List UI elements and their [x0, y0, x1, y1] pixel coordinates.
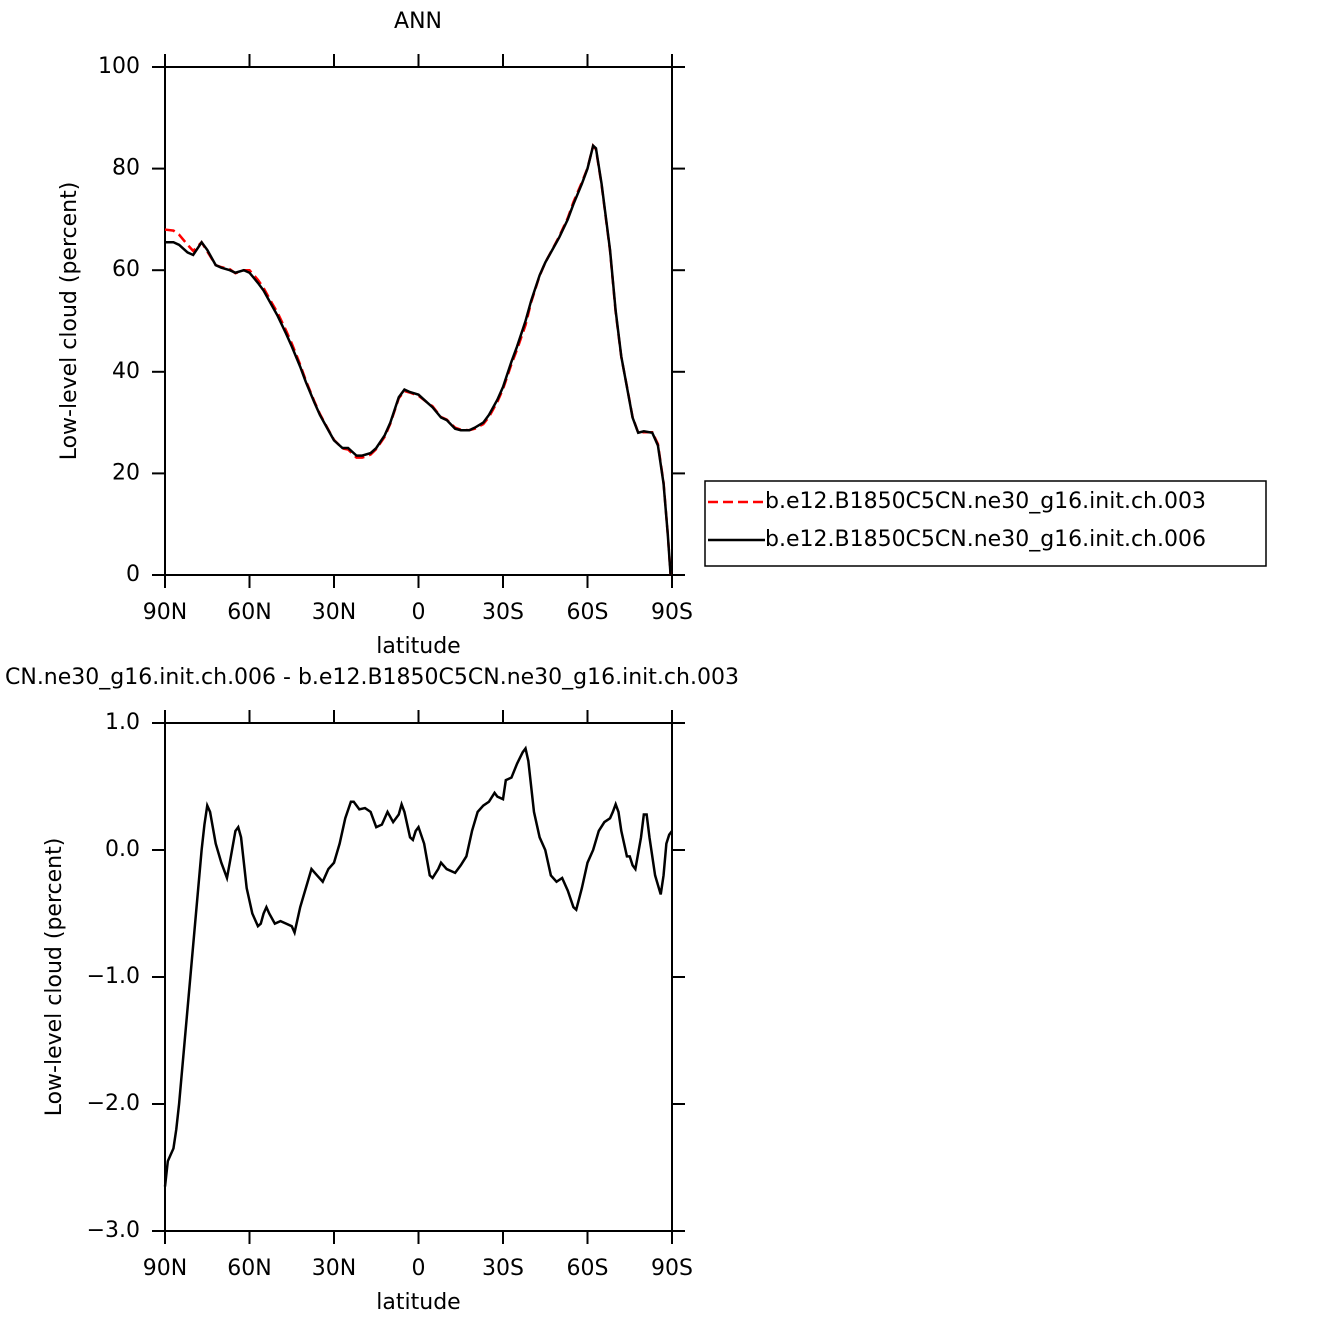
x-tick-label: 30N — [312, 600, 356, 625]
legend-box — [704, 480, 1267, 567]
y-tick-label: 0.0 — [105, 837, 140, 862]
y-axis-label: Low-level cloud (percent) — [57, 182, 82, 461]
y-tick-label: 60 — [112, 257, 140, 282]
y-axis-label: Low-level cloud (percent) — [42, 838, 67, 1117]
y-tick-label: −2.0 — [87, 1091, 140, 1116]
x-tick-label: 60N — [227, 600, 271, 625]
data-line — [163, 745, 674, 1187]
x-tick-label: 90S — [651, 1256, 693, 1281]
data-line — [165, 143, 672, 576]
x-tick-label: 30S — [482, 1256, 524, 1281]
plot-frame — [164, 722, 673, 1232]
legend-label: b.e12.B1850C5CN.ne30_g16.init.ch.006 — [765, 527, 1206, 552]
y-tick-label: 40 — [112, 359, 140, 384]
x-tick-label: 60S — [567, 1256, 609, 1281]
x-tick-label: 0 — [412, 600, 426, 625]
x-tick-label: 0 — [412, 1256, 426, 1281]
y-tick-label: 0 — [126, 562, 140, 587]
y-tick-label: −1.0 — [87, 964, 140, 989]
y-tick-label: 100 — [98, 54, 140, 79]
chart-title: CN.ne30_g16.init.ch.006 - b.e12.B1850C5C… — [5, 665, 739, 690]
y-tick-label: 1.0 — [105, 710, 140, 735]
x-tick-label: 90N — [143, 1256, 187, 1281]
y-tick-label: −3.0 — [87, 1218, 140, 1243]
x-tick-label: 90N — [143, 600, 187, 625]
x-tick-label: 90S — [651, 600, 693, 625]
x-tick-label: 30S — [482, 600, 524, 625]
y-tick-label: 20 — [112, 460, 140, 485]
x-tick-label: 60N — [227, 1256, 271, 1281]
x-tick-label: 30N — [312, 1256, 356, 1281]
x-tick-label: 60S — [567, 600, 609, 625]
x-axis-label: latitude — [376, 1290, 460, 1315]
plot-frame — [164, 66, 673, 576]
x-axis-label: latitude — [376, 634, 460, 659]
legend-label: b.e12.B1850C5CN.ne30_g16.init.ch.003 — [765, 489, 1206, 514]
chart-title: ANN — [394, 9, 442, 34]
data-line — [164, 142, 672, 576]
y-tick-label: 80 — [112, 156, 140, 181]
